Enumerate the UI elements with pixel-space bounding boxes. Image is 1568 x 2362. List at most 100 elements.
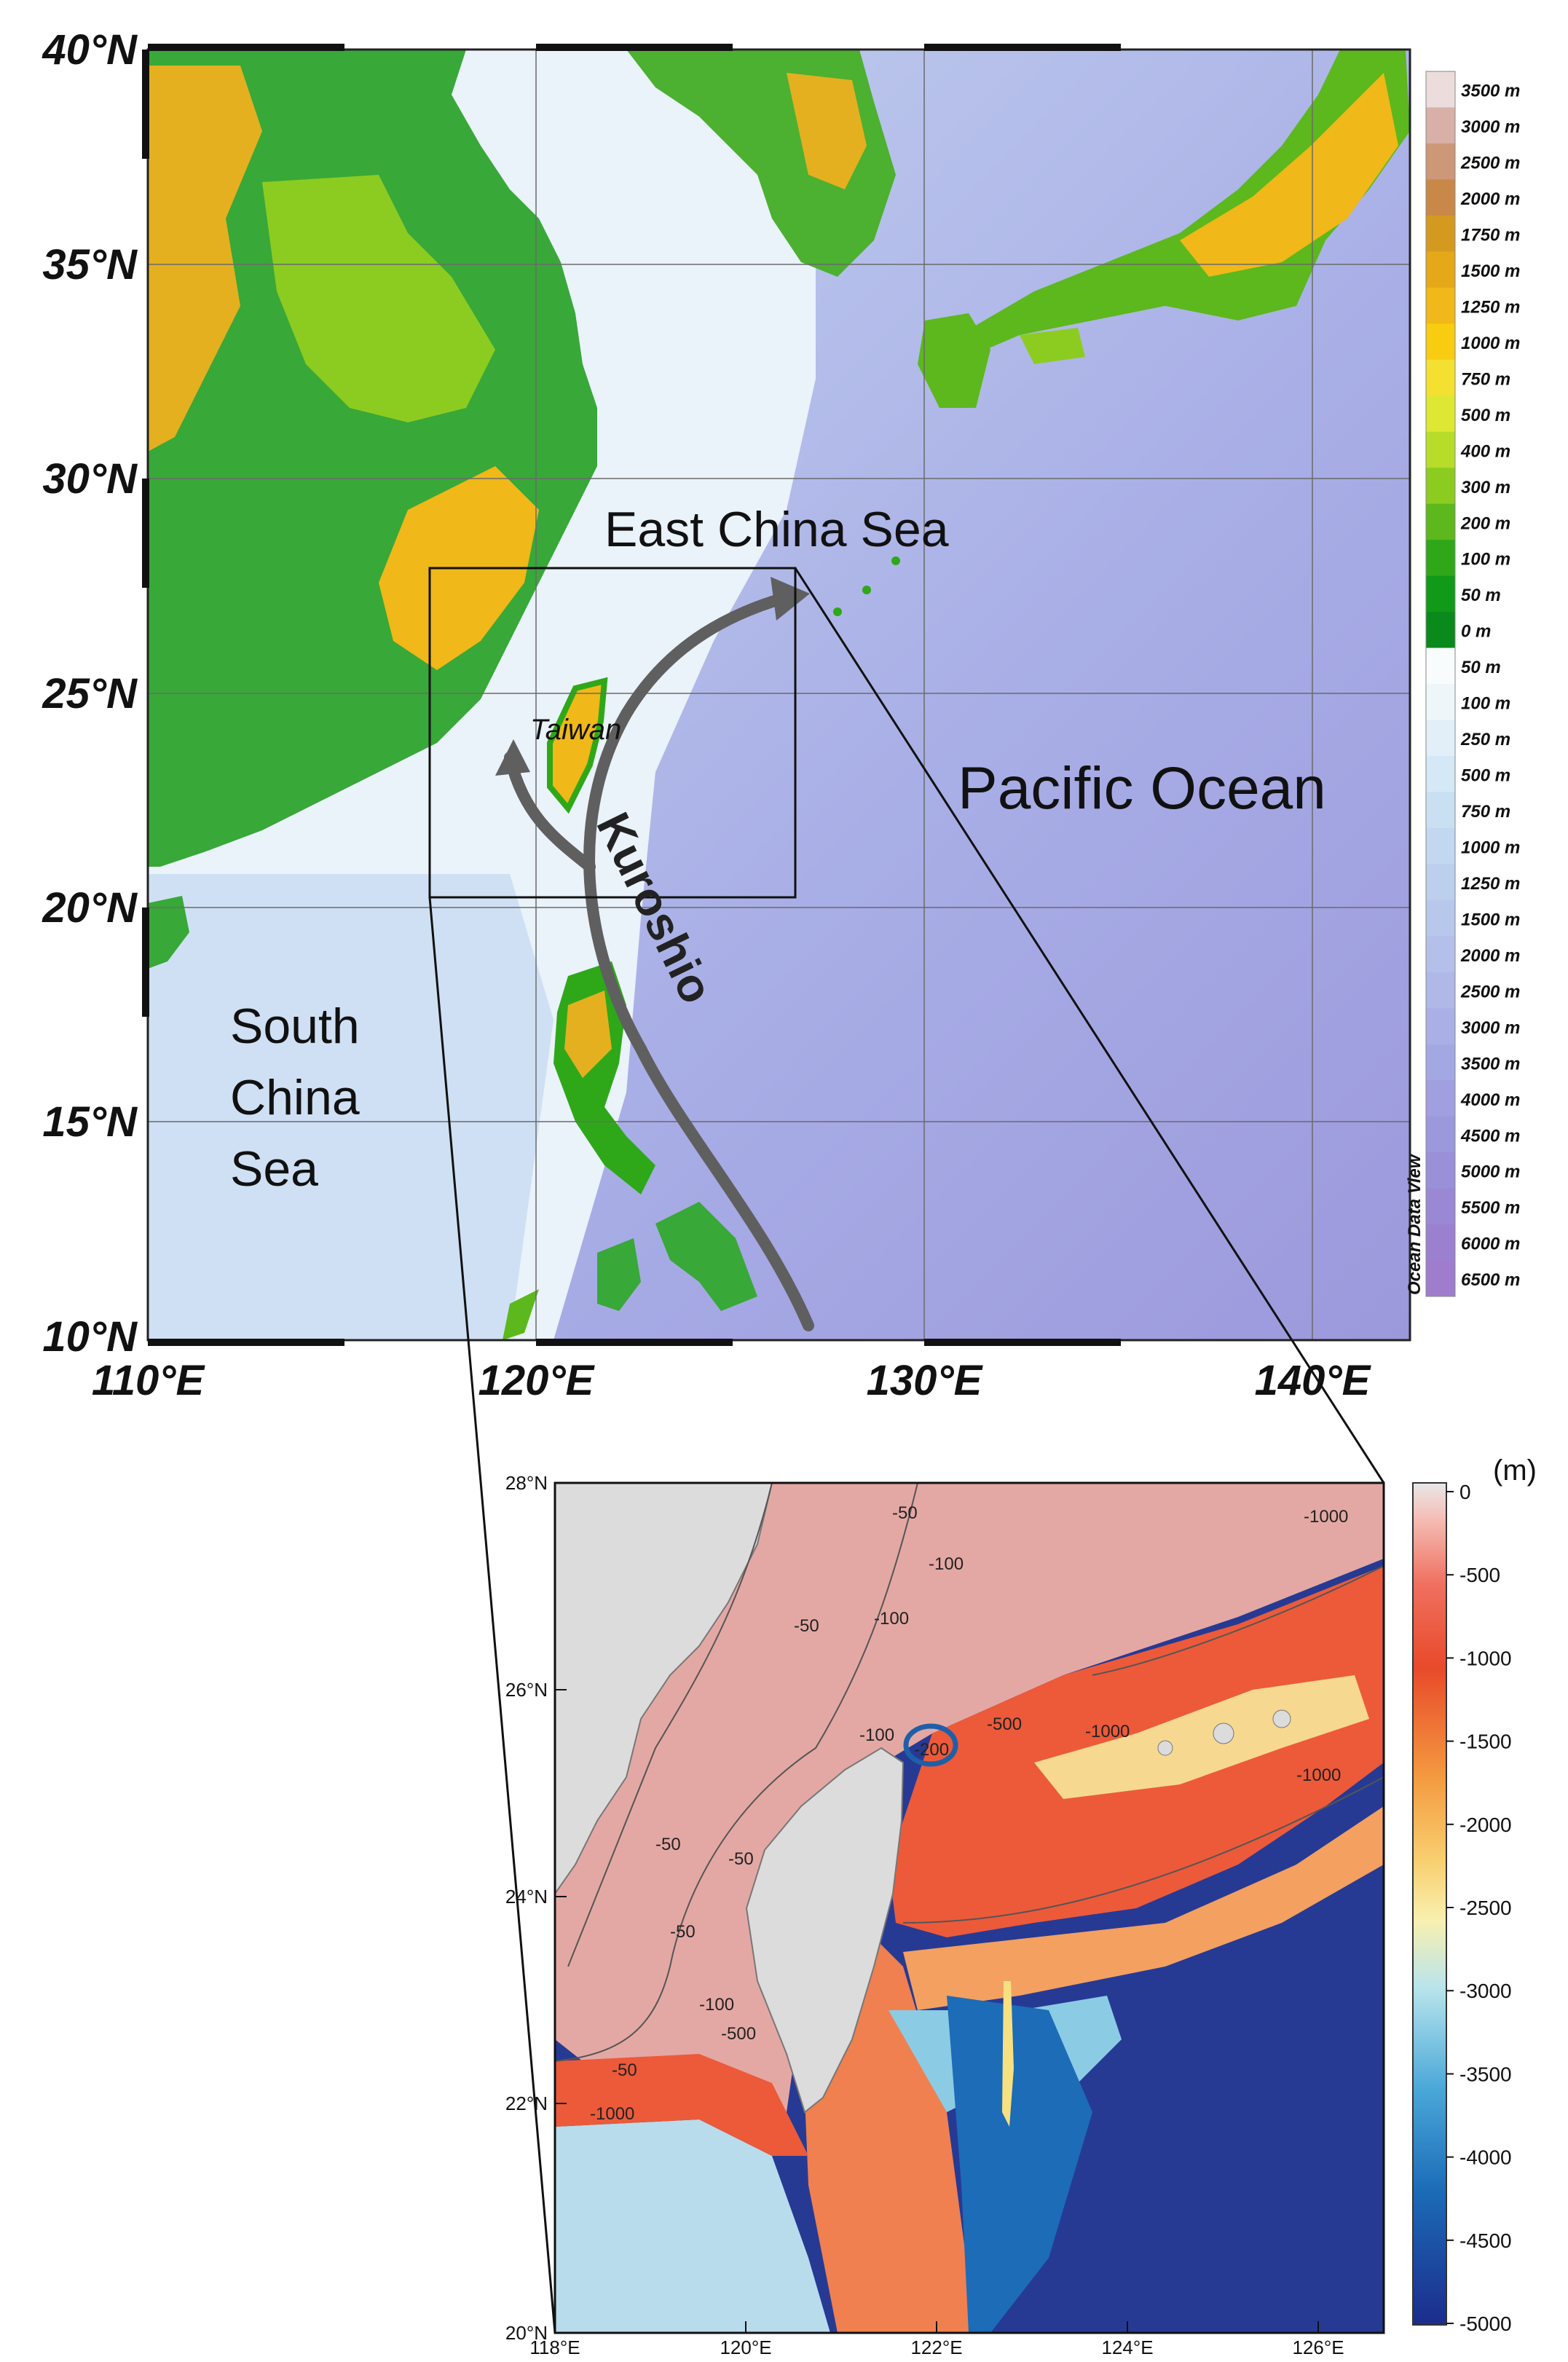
top-colorbar-swatch [1426,1116,1455,1153]
contour-label: -100 [859,1725,894,1745]
top-colorbar-swatch [1426,323,1455,361]
top-colorbar-label: 3000 m [1461,117,1520,137]
top-colorbar-label: 1250 m [1461,297,1520,317]
lat-label-15: 15°N [42,1098,138,1146]
lat-label-30: 30°N [42,455,138,503]
japan-kyushu [918,313,990,408]
inset-lat-label-26: 26°N [505,1679,548,1701]
inset-colorbar-label: -2000 [1459,1814,1512,1836]
inset-latitude-labels: 28°N 26°N 24°N 22°N 20°N [505,1472,548,2344]
top-colorbar-swatch [1426,540,1455,577]
japan-shikoku [1020,328,1085,364]
contour-label: -200 [914,1740,949,1760]
top-map-longitude-labels: 110°E 120°E 130°E 140°E [92,1357,1372,1404]
top-colorbar-swatch [1426,359,1455,396]
top-colorbar-label: 1000 m [1461,838,1520,858]
south-china-sea-label-line3: Sea [230,1141,318,1197]
top-colorbar-swatch [1426,215,1455,252]
top-colorbar-swatch [1426,143,1455,180]
inset-colorbar-label: -4500 [1459,2229,1512,2252]
top-colorbar-label: 3500 m [1461,1054,1520,1074]
inset-sw-basin [555,2119,830,2333]
lon-label-120: 120°E [478,1357,596,1404]
contour-label: -50 [892,1503,918,1523]
mindoro-island [597,1238,641,1311]
top-colorbar-label: 750 m [1461,369,1510,389]
contour-label: -1000 [590,2104,634,2124]
inset-islet [1213,1723,1234,1744]
top-colorbar-label: 2500 m [1460,154,1520,173]
inset-gagua-ridge [1002,1981,1014,2127]
connector-line-right [794,567,1385,1484]
inset-colorbar-label: -5000 [1459,2312,1512,2335]
top-colorbar-swatch [1426,936,1455,973]
mainland-china-landmass [148,50,597,867]
inset-colorbar-label: 0 [1459,1481,1471,1503]
top-colorbar-swatch [1426,287,1455,324]
inset-lat-label-22: 22°N [505,2093,548,2114]
top-colorbar-label: 50 m [1461,658,1501,677]
top-colorbar-swatch [1426,792,1455,829]
top-map-gridlines [148,50,1410,1340]
top-colorbar-swatch [1426,899,1455,937]
inset-lon-label-122: 122°E [910,2337,962,2358]
top-colorbar-swatch [1426,684,1455,720]
inset-colorbar-label: -3000 [1459,1980,1512,2002]
top-colorbar-label: 200 m [1460,513,1510,533]
ryukyu-islet [862,586,871,594]
inset-extent-box [428,567,797,899]
top-colorbar-swatch [1426,468,1455,505]
inset-lon-label-126: 126°E [1292,2337,1344,2358]
top-colorbar-label: 1000 m [1461,334,1520,353]
kuroshio-branch-arrowhead [495,739,530,776]
inset-contour-label-group: -50 -100 -50 -100 -500 -1000 -1000 -200 … [590,1503,1348,2124]
inset-colorbar-label: -1500 [1459,1731,1512,1753]
top-colorbar-swatch [1426,179,1455,216]
top-colorbar-swatch [1426,1008,1455,1045]
top-colorbar-label: 100 m [1461,694,1510,714]
inset-colorbar-label: -1000 [1459,1647,1512,1669]
japan-honshu [947,50,1410,357]
inset-colorbar-label: -500 [1459,1564,1500,1586]
contour-label: -1000 [1085,1722,1130,1741]
inset-lon-label-120: 120°E [720,2337,771,2358]
contour-label: -50 [670,1922,696,1942]
south-china-sea-label-line1: South [230,999,360,1054]
lat-label-35: 35°N [42,241,138,288]
top-colorbar-label: 500 m [1461,766,1510,786]
top-colorbar-swatch [1426,431,1455,468]
contour-label: -50 [728,1849,754,1869]
inset-contour-lines [555,1483,1384,2062]
palawan-island [503,1289,539,1340]
top-colorbar-swatch [1426,251,1455,288]
top-colorbar-label: 250 m [1460,730,1510,749]
lat-label-25: 25°N [42,670,138,717]
ryukyu-islet [833,607,842,616]
top-colorbar-label: 6000 m [1461,1235,1520,1254]
top-colorbar-swatch [1426,1188,1455,1225]
hainan-island [148,896,189,969]
top-colorbar-label: 50 m [1461,586,1501,605]
top-colorbar-label: 1500 m [1461,910,1520,929]
contour-label: -50 [794,1616,819,1636]
top-colorbar-swatch [1426,755,1455,792]
top-colorbar-label: 4500 m [1460,1126,1520,1146]
lon-label-110: 110°E [92,1357,206,1404]
inset-mainland-china [555,1483,773,1895]
inset-lat-label-24: 24°N [505,1886,548,1908]
inset-lat-label-20: 20°N [505,2322,548,2344]
top-colorbar-label: 400 m [1460,441,1510,461]
top-colorbar-swatch [1426,71,1455,108]
inset-colorbar [1412,1482,1447,2326]
top-colorbar-swatch [1426,1224,1455,1261]
top-colorbar-swatch [1426,612,1455,649]
contour-label: -100 [929,1554,964,1574]
contour-label: -100 [699,1995,734,2015]
top-colorbar-label: 2000 m [1460,189,1520,209]
top-colorbar-swatch [1426,1260,1455,1297]
top-colorbar-swatch [1426,575,1455,613]
top-colorbar-frame [1425,71,1456,1297]
top-colorbar-label: 1250 m [1461,874,1520,894]
taiwan-island [547,677,608,814]
